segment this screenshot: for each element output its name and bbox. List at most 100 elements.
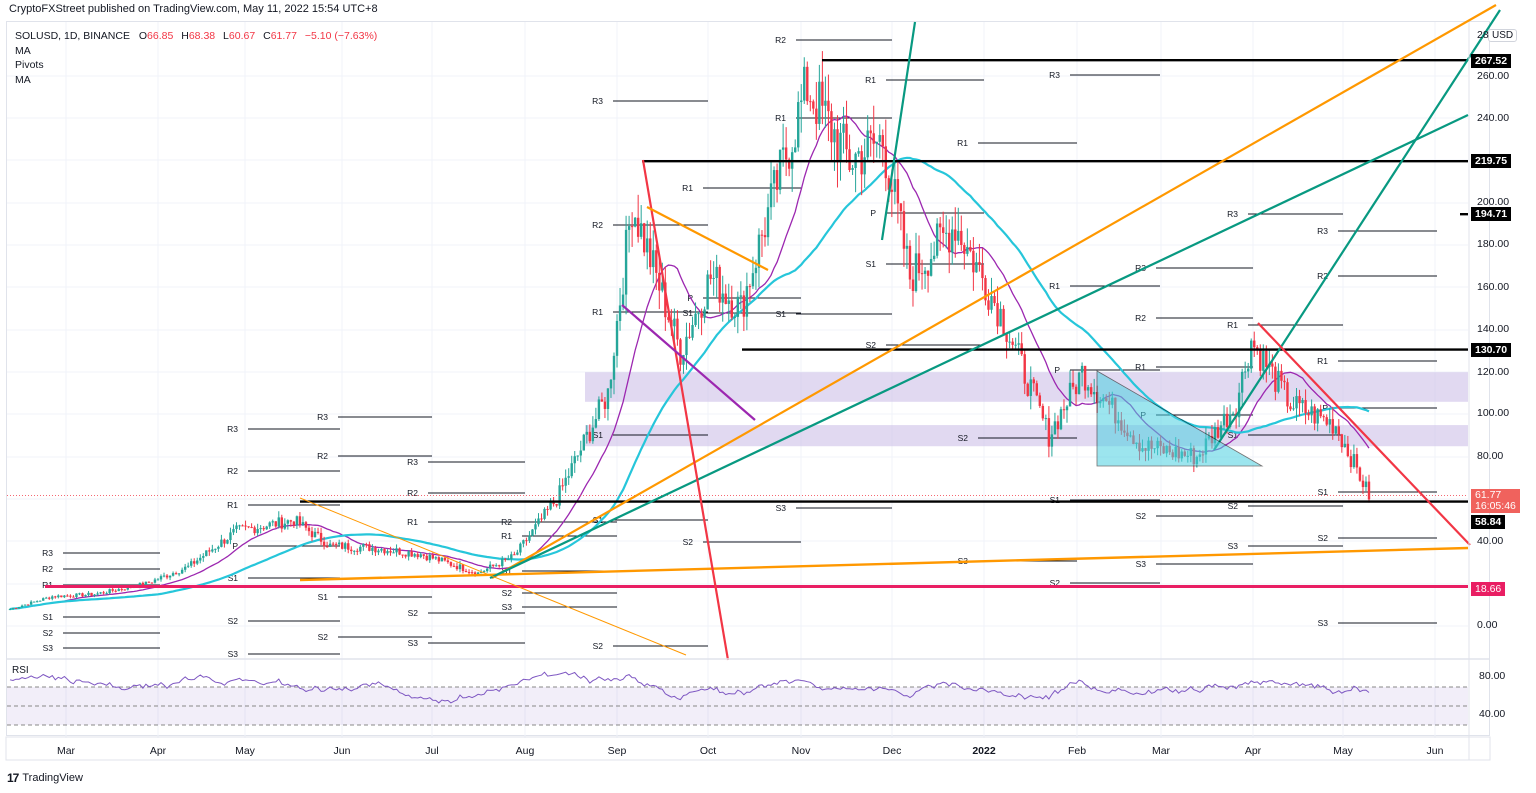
symbol-label[interactable]: SOLUSD, 1D, BINANCE: [15, 30, 130, 42]
currency-button[interactable]: USD: [1488, 29, 1518, 42]
level-tag-18[interactable]: 18.66: [1471, 582, 1506, 596]
pivot-levels: R1 R3 R2 R1 S1 S2 S3 R3 R2 P S1 S2 S3 R3 R2 S1 S2 R3 R2 R1 S…: [42, 35, 1437, 659]
candle-body: [235, 525, 238, 530]
trendline-red-drop: [641, 159, 730, 661]
candle-body: [769, 183, 773, 208]
candle-body: [809, 101, 812, 103]
candle-body: [171, 573, 175, 576]
candle-body: [81, 593, 84, 597]
candle-body: [440, 557, 444, 562]
candle-body: [1237, 392, 1241, 418]
candle-body: [954, 229, 957, 241]
candle-body: [392, 552, 395, 554]
level-tag-194[interactable]: 194.71: [1471, 207, 1512, 221]
candle-body: [990, 296, 993, 310]
pivot-label: S2: [683, 537, 694, 547]
pivot-label: R1: [1135, 362, 1146, 372]
candle-body: [618, 305, 622, 321]
pivot-label: S2: [502, 588, 513, 598]
candle-body: [180, 569, 184, 574]
candle-body: [1286, 382, 1289, 407]
candle-body: [271, 521, 274, 523]
candle-body: [1092, 392, 1096, 395]
candle-body: [359, 546, 362, 552]
candle-body: [902, 211, 906, 249]
time-tick: Dec: [882, 745, 902, 757]
candle-body: [292, 521, 296, 526]
candle-body: [265, 526, 268, 530]
pivot-label: R1: [1317, 356, 1328, 366]
candle-body: [694, 313, 697, 326]
candle-body: [295, 516, 299, 526]
ma-slow-line: [9, 156, 1370, 611]
time-tick: Apr: [149, 745, 167, 757]
pivot-label: S2: [866, 340, 877, 350]
candle-body: [1310, 406, 1313, 416]
candle-body: [1065, 406, 1069, 411]
candle-body: [975, 262, 978, 273]
candle-body: [1298, 396, 1301, 404]
candle-body: [633, 217, 637, 227]
candle-body: [881, 135, 884, 147]
candle-body: [1271, 363, 1274, 367]
candle-body: [875, 141, 878, 144]
pivot-label: R2: [42, 564, 53, 574]
tradingview-logo[interactable]: 17 TradingView: [7, 771, 83, 785]
rsi-pane: [7, 671, 1468, 726]
candle-body: [17, 606, 21, 609]
candle-body: [23, 604, 27, 606]
candle-body: [485, 568, 489, 572]
candle-body: [923, 270, 927, 274]
indicator-pivots[interactable]: Pivots: [15, 59, 44, 71]
candle-body: [742, 295, 746, 317]
candle-body: [703, 309, 706, 318]
candle-body: [1080, 365, 1084, 373]
candle-body: [14, 608, 18, 610]
candle-body: [54, 596, 57, 598]
pivot-label: S2: [1136, 511, 1147, 521]
candle-body: [537, 518, 540, 525]
indicator-ma-2[interactable]: MA: [15, 73, 31, 86]
level-tag-130[interactable]: 130.70: [1471, 343, 1512, 357]
candle-body: [682, 355, 685, 365]
rsi-label[interactable]: RSI: [12, 665, 29, 676]
candle-body: [60, 595, 63, 598]
chart-frame[interactable]: [6, 21, 1490, 736]
last-price-tag[interactable]: 61.77 16:05:46: [1471, 489, 1520, 513]
candle-body: [1035, 383, 1038, 396]
candle-body: [818, 81, 821, 124]
pivot-label: S2: [228, 616, 239, 626]
candle-body: [96, 593, 99, 595]
change-value: −5.10 (−7.63%): [304, 30, 378, 42]
candle-body: [821, 81, 824, 106]
candle-body: [652, 250, 655, 268]
price-tick-top-partial: 28: [1477, 29, 1489, 41]
level-tag-58[interactable]: 58.84: [1471, 515, 1506, 529]
level-tag-219[interactable]: 219.75: [1471, 154, 1512, 168]
candle-body: [117, 589, 120, 592]
pivot-label: R1: [1227, 320, 1238, 330]
candle-body: [957, 230, 960, 241]
level-tag-267[interactable]: 267.52: [1471, 54, 1512, 68]
candle-body: [718, 266, 721, 303]
price-tick: 240.00: [1477, 112, 1510, 124]
trendline-orange-rising: [491, 4, 1497, 579]
candle-body: [1071, 382, 1075, 387]
candle-body: [585, 431, 589, 435]
pivot-label: P: [870, 208, 876, 218]
candle-body: [259, 528, 262, 530]
pivot-label: S1: [593, 515, 604, 525]
price-tick: 200.00: [1477, 196, 1510, 208]
candle-body: [727, 300, 730, 304]
indicator-ma-1[interactable]: MA: [15, 44, 31, 57]
candle-body: [1074, 386, 1078, 395]
candle-body: [32, 601, 36, 603]
candle-body: [274, 521, 277, 527]
time-tick: Apr: [1244, 745, 1262, 757]
candle-body: [851, 167, 854, 170]
candle-body: [325, 546, 329, 548]
candle-body: [1301, 400, 1304, 404]
pivot-label: R1: [501, 531, 512, 541]
candle-body: [120, 589, 123, 591]
